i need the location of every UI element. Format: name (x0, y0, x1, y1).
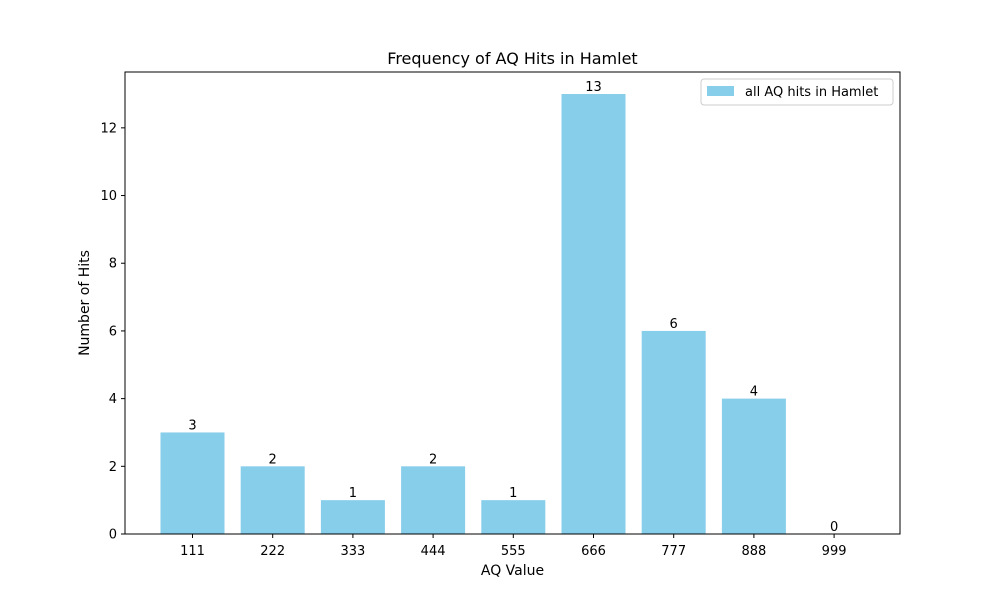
x-tick-label: 222 (260, 544, 285, 559)
bar-value-label-888: 4 (750, 385, 758, 400)
bar-value-label-999: 0 (830, 520, 838, 535)
plot-frame (124, 71, 901, 535)
bar-value-label-555: 1 (509, 486, 517, 501)
bar-888 (721, 398, 786, 534)
x-tick-label: 999 (822, 544, 847, 559)
x-tick-label: 555 (501, 544, 526, 559)
y-tick-label: 4 (109, 392, 117, 407)
y-tick-label: 10 (100, 189, 117, 204)
chart-title: Frequency of AQ Hits in Hamlet (387, 49, 637, 68)
bar-222 (240, 466, 305, 534)
legend: all AQ hits in Hamlet (700, 78, 894, 106)
bar-777 (641, 330, 706, 534)
y-tick-label: 0 (109, 528, 117, 543)
legend-label: all AQ hits in Hamlet (745, 85, 878, 100)
bar-value-label-111: 3 (188, 418, 196, 433)
y-tick-label: 2 (109, 460, 117, 475)
bar-666 (561, 94, 626, 534)
x-axis: 111 222 333 444 555 666 777 888 999 (180, 534, 847, 559)
bar-value-label-333: 1 (349, 486, 357, 501)
y-tick-label: 6 (109, 324, 117, 339)
x-tick-label: 777 (661, 544, 686, 559)
bar-value-label-666: 13 (585, 80, 602, 95)
x-tick-label: 111 (180, 544, 205, 559)
x-tick-label: 333 (340, 544, 365, 559)
bar-value-label-444: 2 (429, 452, 437, 467)
x-tick-label: 888 (741, 544, 766, 559)
bar-555 (481, 500, 546, 534)
y-axis-title: Number of Hits (77, 250, 93, 356)
bar-value-label-222: 2 (269, 452, 277, 467)
bar-labels-group: 3 2 1 2 1 13 6 4 0 (188, 80, 838, 535)
x-axis-title: AQ Value (481, 563, 544, 579)
y-tick-label: 12 (100, 121, 117, 136)
bar-value-label-777: 6 (670, 317, 678, 332)
x-tick-label: 666 (581, 544, 606, 559)
x-tick-label: 444 (421, 544, 446, 559)
y-tick-label: 8 (109, 257, 117, 272)
bars-group (160, 94, 786, 534)
legend-swatch (707, 86, 734, 96)
y-axis: 0 2 4 6 8 10 12 (100, 121, 125, 543)
bar-111 (160, 432, 225, 534)
legend-box (700, 78, 894, 106)
bar-444 (401, 466, 466, 534)
bar-333 (320, 500, 385, 534)
